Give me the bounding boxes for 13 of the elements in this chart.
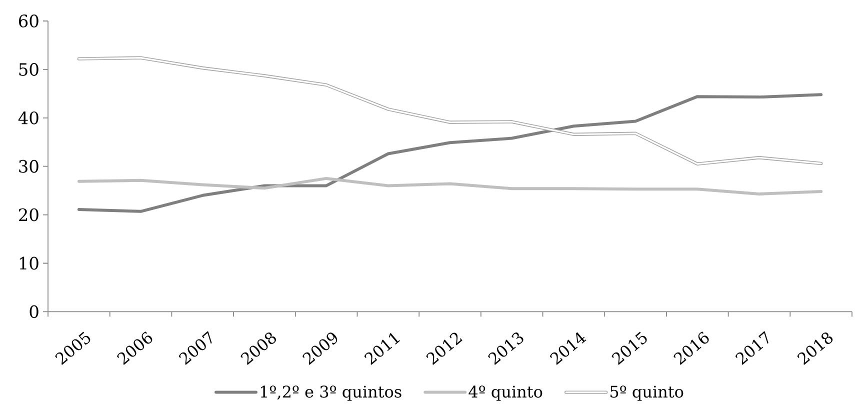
line-series: [77, 176, 823, 196]
y-tick-label: 50: [19, 63, 38, 76]
legend-label: 5º quinto: [610, 386, 684, 401]
legend-label: 4º quinto: [468, 386, 542, 401]
y-tick-label: 40: [18, 111, 38, 124]
y-tick-label: 10: [20, 256, 38, 270]
y-tick-label: 0: [30, 305, 38, 318]
line-series: [77, 56, 823, 166]
legend-label: 1º,2º e 3º quintos: [260, 386, 402, 401]
line-series: [77, 93, 823, 213]
y-tick-label: 20: [19, 208, 38, 222]
y-tick-label: 60: [18, 14, 38, 28]
y-tick-label: 30: [19, 160, 38, 173]
